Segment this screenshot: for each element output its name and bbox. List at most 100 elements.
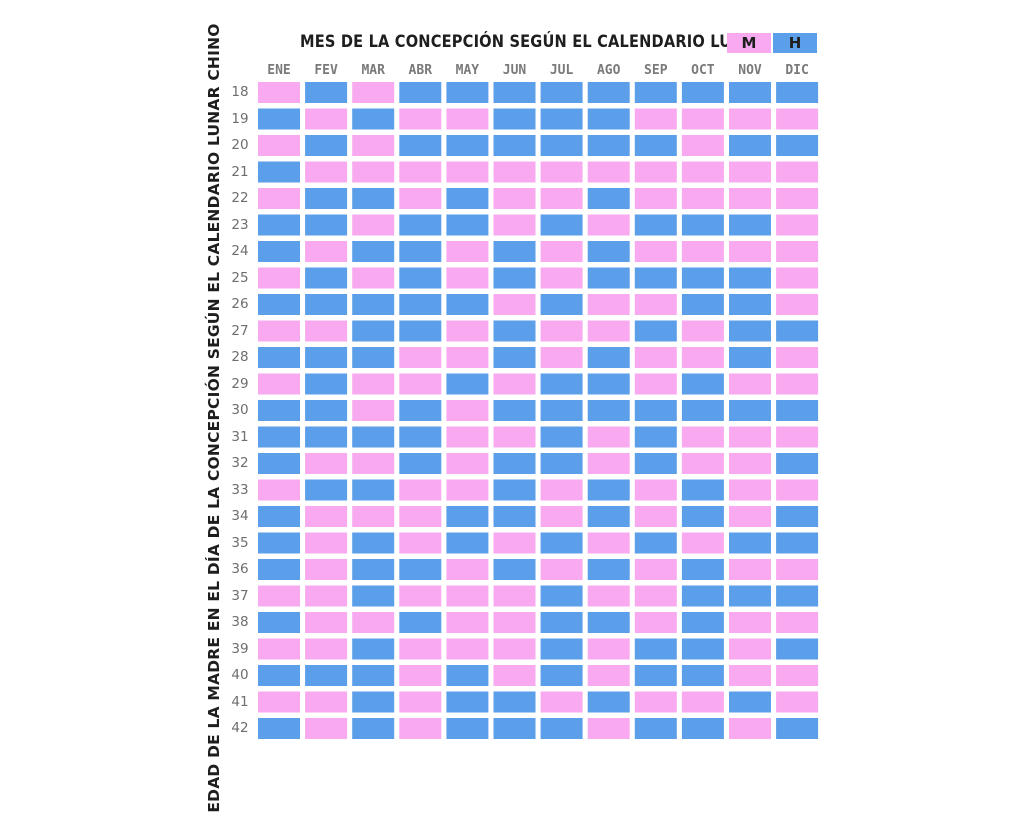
cell-30-abr	[399, 400, 442, 421]
cell-38-jul	[540, 612, 583, 633]
cell-19-jul	[540, 108, 583, 130]
cell-31-ene	[258, 426, 300, 448]
cell-34-abr	[399, 506, 442, 527]
cell-35-may	[446, 532, 489, 554]
cell-23-abr	[399, 214, 442, 236]
cell-21-mar	[352, 161, 395, 183]
age-label-31: 31	[231, 428, 249, 445]
cell-25-ago	[587, 267, 630, 289]
cell-27-jul	[540, 320, 583, 342]
cell-29-sep	[634, 373, 677, 395]
cell-23-ene	[258, 214, 300, 236]
cell-40-jul	[540, 665, 583, 686]
cell-42-jun	[493, 718, 536, 739]
cell-35-jun	[493, 532, 536, 554]
cell-20-ene	[258, 135, 300, 156]
cell-22-ago	[587, 188, 630, 209]
cell-20-sep	[634, 135, 677, 156]
cell-36-ene	[258, 559, 300, 580]
cell-28-oct	[681, 347, 724, 368]
cell-41-ene	[258, 691, 300, 713]
age-label-32: 32	[231, 455, 249, 471]
cell-37-nov	[729, 585, 771, 607]
age-label-19: 19	[231, 110, 249, 127]
cell-39-oct	[681, 638, 724, 660]
cell-42-may	[446, 718, 489, 739]
cell-24-oct	[681, 241, 724, 262]
cell-30-oct	[681, 400, 724, 421]
cell-27-fev	[305, 320, 348, 342]
cell-36-ago	[587, 559, 630, 580]
legend-entry-m: M	[727, 33, 771, 53]
cell-33-jun	[493, 479, 536, 501]
cell-23-nov	[729, 214, 771, 236]
cell-20-jun	[493, 135, 536, 156]
cell-27-jun	[493, 320, 536, 342]
cell-39-nov	[729, 638, 771, 660]
cell-38-ago	[587, 612, 630, 633]
age-label-28: 28	[231, 349, 249, 365]
cell-19-abr	[399, 108, 442, 130]
cell-42-nov	[729, 718, 771, 739]
cell-24-fev	[305, 241, 348, 262]
cell-23-jul	[540, 214, 583, 236]
cell-37-jul	[540, 585, 583, 607]
gender-chart-grid	[258, 82, 819, 739]
cell-29-oct	[681, 373, 724, 395]
cell-19-ene	[258, 108, 300, 130]
cell-31-jul	[540, 426, 583, 448]
cell-37-jun	[493, 585, 536, 607]
age-label-26: 26	[231, 296, 249, 312]
cell-29-jul	[540, 373, 583, 395]
cell-25-nov	[729, 267, 771, 289]
age-label-41: 41	[231, 693, 249, 710]
age-label-25: 25	[231, 269, 249, 286]
cell-33-nov	[729, 479, 771, 501]
cell-29-nov	[729, 373, 771, 395]
cell-41-fev	[305, 691, 348, 713]
cell-37-ene	[258, 585, 300, 607]
cell-22-abr	[399, 188, 442, 209]
chart-title: MES DE LA CONCEPCIÓN SEGÚN EL CALENDARIO…	[300, 32, 767, 52]
month-label-abr: ABR	[408, 63, 433, 78]
cell-27-sep	[634, 320, 677, 342]
cell-34-mar	[352, 506, 395, 527]
cell-23-sep	[634, 214, 677, 236]
cell-28-ene	[258, 347, 300, 368]
month-label-jul: JUL	[549, 63, 574, 78]
cell-30-dic	[776, 400, 819, 421]
cell-42-oct	[681, 718, 724, 739]
cell-41-dic	[776, 691, 819, 713]
cell-34-ene	[258, 506, 300, 527]
cell-27-may	[446, 320, 489, 342]
cell-39-abr	[399, 638, 442, 660]
cell-31-fev	[305, 426, 348, 448]
legend-entry-h: H	[773, 33, 817, 53]
cell-29-may	[446, 373, 489, 395]
cell-42-sep	[634, 718, 677, 739]
cell-18-sep	[634, 82, 677, 103]
cell-19-dic	[776, 108, 819, 130]
cell-40-ago	[587, 665, 630, 686]
month-label-fev: FEV	[314, 63, 338, 78]
cell-38-dic	[776, 612, 819, 633]
cell-37-sep	[634, 585, 677, 607]
cell-24-may	[446, 241, 489, 262]
cell-27-mar	[352, 320, 395, 342]
cell-18-mar	[352, 82, 395, 103]
cell-36-jul	[540, 559, 583, 580]
cell-30-may	[446, 400, 489, 421]
cell-23-oct	[681, 214, 724, 236]
age-label-27: 27	[231, 322, 249, 339]
legend-label-h: H	[788, 34, 802, 52]
cell-37-abr	[399, 585, 442, 607]
cell-22-may	[446, 188, 489, 209]
cell-33-oct	[681, 479, 724, 501]
cell-39-ago	[587, 638, 630, 660]
age-label-37: 37	[231, 587, 249, 604]
cell-34-jul	[540, 506, 583, 527]
cell-37-oct	[681, 585, 724, 607]
cell-23-fev	[305, 214, 348, 236]
age-label-24: 24	[231, 243, 249, 259]
cell-38-jun	[493, 612, 536, 633]
